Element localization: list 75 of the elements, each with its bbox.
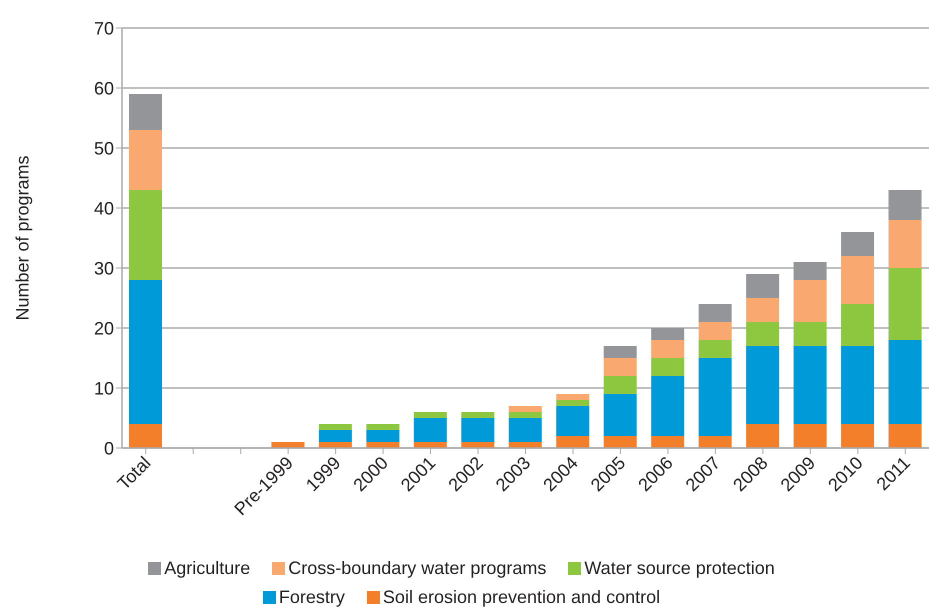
legend-label: Soil erosion prevention and control bbox=[382, 587, 660, 608]
bar bbox=[841, 346, 874, 424]
bar bbox=[129, 130, 162, 190]
bar bbox=[651, 340, 684, 358]
bar bbox=[366, 424, 400, 430]
bar bbox=[841, 256, 874, 304]
bar bbox=[746, 322, 780, 346]
bar bbox=[129, 190, 162, 280]
bar bbox=[888, 190, 922, 220]
bar bbox=[746, 298, 780, 322]
bar bbox=[794, 346, 827, 424]
bar bbox=[746, 346, 780, 424]
legend-label: Water source protection bbox=[584, 558, 775, 579]
bar bbox=[888, 220, 922, 268]
bar bbox=[794, 280, 827, 322]
bar bbox=[604, 358, 637, 376]
y-tick-label: 10 bbox=[94, 378, 114, 398]
bar bbox=[794, 424, 827, 448]
bar bbox=[366, 430, 400, 442]
bar bbox=[366, 442, 400, 448]
bar bbox=[698, 322, 732, 340]
bar bbox=[651, 328, 684, 340]
bar bbox=[508, 442, 542, 448]
bar bbox=[604, 376, 637, 394]
y-tick-label: 50 bbox=[94, 138, 114, 158]
bar bbox=[651, 376, 684, 436]
legend-label: Forestry bbox=[278, 587, 345, 608]
bar bbox=[271, 442, 304, 448]
bar bbox=[888, 340, 922, 424]
bar bbox=[746, 424, 780, 448]
bar bbox=[651, 358, 684, 376]
bar bbox=[461, 442, 494, 448]
y-tick-label: 0 bbox=[104, 438, 114, 458]
y-tick-label: 70 bbox=[94, 18, 114, 38]
bar bbox=[698, 340, 732, 358]
bar bbox=[841, 232, 874, 256]
bar bbox=[414, 418, 447, 442]
bar bbox=[841, 304, 874, 346]
bar bbox=[508, 406, 542, 412]
bar bbox=[414, 442, 447, 448]
bar bbox=[129, 424, 162, 448]
bar bbox=[318, 430, 352, 442]
bar bbox=[698, 304, 732, 322]
bar bbox=[698, 436, 732, 448]
bar bbox=[794, 262, 827, 280]
y-tick-label: 30 bbox=[94, 258, 114, 278]
bar bbox=[461, 412, 494, 418]
bar bbox=[698, 358, 732, 436]
bar bbox=[556, 406, 590, 436]
bar bbox=[651, 436, 684, 448]
bar bbox=[129, 280, 162, 424]
bar bbox=[556, 400, 590, 406]
bar bbox=[888, 424, 922, 448]
y-axis-title: Number of programs bbox=[12, 155, 32, 321]
bar bbox=[508, 412, 542, 418]
bar bbox=[414, 412, 447, 418]
bar bbox=[746, 274, 780, 298]
bar bbox=[508, 418, 542, 442]
bar bbox=[461, 418, 494, 442]
bar bbox=[604, 394, 637, 436]
bar bbox=[841, 424, 874, 448]
bar bbox=[794, 322, 827, 346]
legend-label: Agriculture bbox=[164, 558, 250, 579]
y-tick-label: 40 bbox=[94, 198, 114, 218]
bar bbox=[318, 424, 352, 430]
legend-label: Cross-boundary water programs bbox=[288, 558, 546, 579]
bar bbox=[556, 436, 590, 448]
bar bbox=[888, 268, 922, 340]
bar bbox=[604, 436, 637, 448]
bar bbox=[604, 346, 637, 358]
bar bbox=[318, 442, 352, 448]
bar bbox=[556, 394, 590, 400]
y-tick-label: 20 bbox=[94, 318, 114, 338]
bar bbox=[129, 94, 162, 130]
y-tick-label: 60 bbox=[94, 78, 114, 98]
